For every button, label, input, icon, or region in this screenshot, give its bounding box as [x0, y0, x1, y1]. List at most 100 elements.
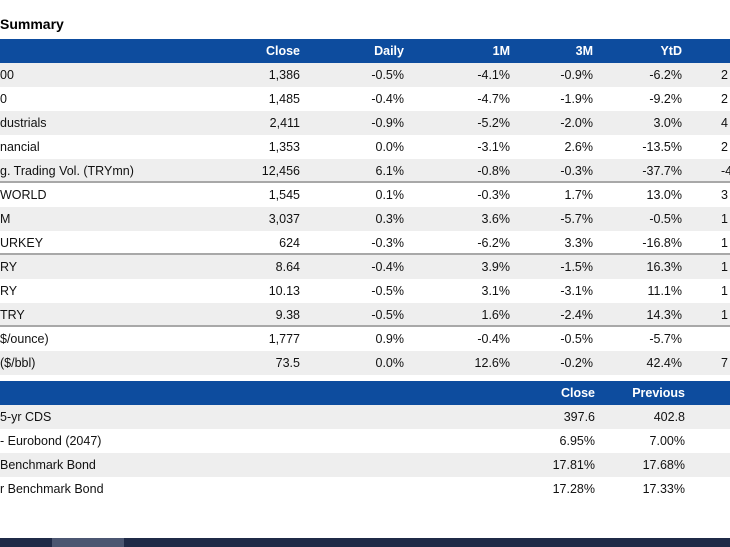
cell-clipped: 3 [721, 188, 728, 202]
table-row: RY 8.64 -0.4% 3.9% -1.5% 16.3% 1 [0, 255, 730, 279]
cell-ytd: 11.1% [647, 284, 682, 298]
table-row: 00 1,386 -0.5% -4.1% -0.9% -6.2% 2 [0, 63, 730, 87]
cell-daily: -0.3% [371, 236, 404, 250]
cell-clipped: 1 [721, 284, 728, 298]
cell-close: 1,485 [268, 92, 300, 106]
markets-table-header-row: Close Daily 1M 3M YtD [0, 39, 730, 63]
cell-close: 2,411 [269, 116, 300, 130]
cell-close: 12,456 [261, 164, 300, 178]
row-label: nancial [0, 140, 40, 154]
cell-ytd: 42.4% [646, 356, 682, 370]
cell-3m: -3.1% [560, 284, 593, 298]
table-row: - Eurobond (2047) 6.95% 7.00% [0, 429, 730, 453]
table-row: 0 1,485 -0.4% -4.7% -1.9% -9.2% 2 [0, 87, 730, 111]
cell-close: 624 [279, 236, 300, 250]
cell-close: 397.6 [563, 410, 595, 424]
row-label: M [0, 212, 11, 226]
cell-close: 8.64 [275, 260, 300, 274]
row-label: g. Trading Vol. (TRYmn) [0, 164, 134, 178]
cell-close: 1,353 [268, 140, 300, 154]
cell-1m: -0.3% [477, 188, 510, 202]
row-label: - Eurobond (2047) [0, 434, 102, 448]
cell-ytd: 3.0% [653, 116, 683, 130]
cell-clipped: 2 [721, 92, 728, 106]
cell-daily: 0.9% [375, 332, 405, 346]
cell-clipped: 1 [721, 212, 728, 226]
cell-3m: 2.6% [564, 140, 594, 154]
cell-1m: -5.2% [477, 116, 510, 130]
table-row: r Benchmark Bond 17.28% 17.33% [0, 477, 730, 501]
cell-1m: -3.1% [477, 140, 510, 154]
cell-ytd: -6.2% [649, 68, 682, 82]
cell-previous: 17.33% [642, 482, 685, 496]
header-1m: 1M [492, 44, 510, 58]
cell-daily: 6.1% [375, 164, 405, 178]
cell-daily: 0.1% [375, 188, 405, 202]
cell-daily: -0.5% [371, 68, 404, 82]
cell-clipped: -4 [721, 164, 730, 178]
cell-clipped: 1 [721, 260, 728, 274]
cell-3m: -2.0% [560, 116, 593, 130]
table-row: $/ounce) 1,777 0.9% -0.4% -0.5% -5.7% [0, 327, 730, 351]
cell-3m: -0.5% [560, 332, 593, 346]
cell-daily: 0.0% [375, 356, 405, 370]
cell-3m: 3.3% [564, 236, 594, 250]
cell-1m: -4.1% [477, 68, 510, 82]
cell-ytd: -0.5% [649, 212, 682, 226]
cell-1m: -0.8% [477, 164, 510, 178]
cell-previous: 7.00% [649, 434, 685, 448]
row-label: RY [0, 260, 18, 274]
table-row: g. Trading Vol. (TRYmn) 12,456 6.1% -0.8… [0, 159, 730, 183]
row-label: $/ounce) [0, 332, 49, 346]
cell-previous: 402.8 [653, 410, 685, 424]
cell-1m: -4.7% [477, 92, 510, 106]
bonds-table-header-row: Close Previous [0, 381, 730, 405]
row-label: ($/bbl) [0, 356, 36, 370]
cell-clipped: 4 [721, 116, 728, 130]
cell-ytd: -13.5% [642, 140, 682, 154]
header-ytd: YtD [660, 44, 682, 58]
footer-bar [0, 538, 730, 547]
cell-close: 1,386 [268, 68, 300, 82]
row-label: 00 [0, 68, 14, 82]
row-label: dustrials [0, 116, 47, 130]
cell-ytd: 14.3% [646, 308, 682, 322]
cell-clipped: 7 [721, 356, 728, 370]
cell-daily: 0.0% [375, 140, 405, 154]
table-row: WORLD 1,545 0.1% -0.3% 1.7% 13.0% 3 [0, 183, 730, 207]
header-close: Close [560, 386, 595, 400]
cell-close: 1,777 [268, 332, 300, 346]
cell-close: 73.5 [275, 356, 300, 370]
cell-ytd: -9.2% [649, 92, 682, 106]
table-row: 5-yr CDS 397.6 402.8 [0, 405, 730, 429]
row-label: TRY [0, 308, 25, 322]
cell-daily: -0.4% [371, 92, 404, 106]
cell-ytd: 13.0% [646, 188, 682, 202]
table-row: nancial 1,353 0.0% -3.1% 2.6% -13.5% 2 [0, 135, 730, 159]
cell-clipped: 1 [721, 236, 728, 250]
cell-daily: 0.3% [375, 212, 405, 226]
row-label: RY [0, 284, 18, 298]
cell-close: 10.13 [268, 284, 300, 298]
cell-daily: -0.4% [371, 260, 404, 274]
cell-close: 6.95% [559, 434, 595, 448]
table-row: M 3,037 0.3% 3.6% -5.7% -0.5% 1 [0, 207, 730, 231]
table-row: TRY 9.38 -0.5% 1.6% -2.4% 14.3% 1 [0, 303, 730, 327]
header-previous: Previous [632, 386, 685, 400]
bonds-table-body: 5-yr CDS 397.6 402.8 - Eurobond (2047) 6… [0, 405, 730, 501]
cell-3m: -1.5% [560, 260, 593, 274]
cell-ytd: 16.3% [646, 260, 682, 274]
cell-close: 17.81% [552, 458, 595, 472]
cell-1m: -0.4% [477, 332, 510, 346]
cell-daily: -0.5% [371, 284, 404, 298]
page-title: Summary [0, 16, 64, 32]
table-row: URKEY 624 -0.3% -6.2% 3.3% -16.8% 1 [0, 231, 730, 255]
cell-previous: 17.68% [642, 458, 685, 472]
cell-clipped: 1 [721, 308, 728, 322]
cell-daily: -0.9% [371, 116, 404, 130]
footer-bar-segment [52, 538, 124, 547]
header-daily: Daily [374, 44, 404, 58]
cell-ytd: -37.7% [642, 164, 682, 178]
cell-3m: -2.4% [560, 308, 593, 322]
cell-clipped: 2 [721, 140, 728, 154]
